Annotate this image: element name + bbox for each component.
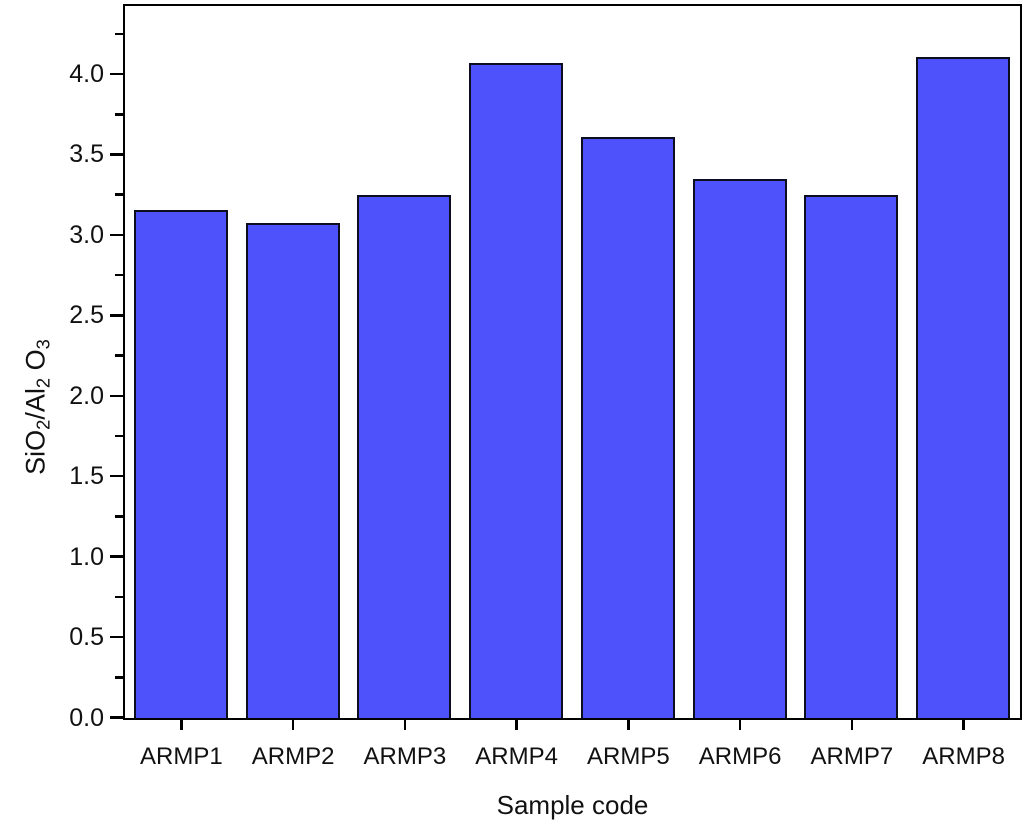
y-major-tick: [110, 72, 123, 76]
y-major-tick: [110, 716, 123, 719]
y-major-tick: [110, 394, 123, 398]
x-tick-label-ARMP3: ARMP3: [363, 743, 447, 770]
x-tick-label-ARMP2: ARMP2: [251, 743, 335, 770]
y-minor-tick: [115, 434, 123, 438]
bar-ARMP8: [916, 56, 1011, 718]
x-tick-label-ARMP4: ARMP4: [475, 743, 558, 770]
bar-ARMP7: [804, 195, 899, 718]
y-axis-title-text: /Al: [20, 388, 51, 420]
bar-ARMP1: [133, 209, 228, 718]
y-tick-label: 3.5: [69, 140, 104, 169]
y-minor-tick: [115, 273, 123, 277]
x-axis-title: Sample code: [496, 790, 649, 820]
bar-ARMP6: [692, 179, 787, 718]
y-axis-title-text: O: [20, 349, 51, 378]
y-tick-label: 1.5: [69, 462, 104, 491]
x-tick: [962, 720, 965, 730]
bar-ARMP2: [245, 222, 340, 718]
y-major-tick: [110, 314, 123, 317]
y-axis-title-text: SiO: [20, 429, 51, 475]
y-tick-label: 3.0: [69, 220, 104, 249]
y-major-tick: [110, 474, 123, 478]
x-tick-label-ARMP1: ARMP1: [140, 743, 223, 770]
x-tick: [291, 720, 295, 730]
y-major-tick: [110, 153, 123, 156]
y-major-tick: [110, 555, 123, 558]
x-tick: [850, 720, 854, 730]
x-tick-label-ARMP6: ARMP6: [698, 743, 782, 770]
y-axis-title-subscript: 3: [32, 339, 54, 350]
bar-ARMP5: [580, 137, 675, 718]
y-minor-tick: [115, 32, 123, 36]
y-axis-title-subscript: 2: [32, 419, 54, 430]
y-tick-label: 2.5: [69, 301, 104, 330]
x-tick-label-ARMP8: ARMP8: [922, 743, 1005, 770]
y-minor-tick: [115, 354, 123, 357]
x-tick: [738, 720, 742, 730]
y-tick-label: 4.0: [69, 60, 104, 89]
bar-ARMP4: [469, 63, 564, 718]
y-minor-tick: [115, 515, 123, 518]
y-minor-tick: [115, 193, 123, 196]
y-axis-title: SiO2/Al2 O3: [20, 339, 54, 475]
x-tick: [515, 720, 518, 730]
x-tick: [627, 720, 630, 730]
y-minor-tick: [115, 595, 123, 599]
y-tick-label: 0.5: [69, 623, 104, 652]
y-major-tick: [110, 233, 123, 237]
y-major-tick: [110, 635, 123, 639]
plot-area: [123, 4, 1022, 720]
y-tick-label: 0.0: [69, 703, 104, 732]
x-tick: [180, 720, 183, 730]
y-minor-tick: [115, 113, 123, 116]
x-tick-label-ARMP5: ARMP5: [587, 743, 670, 770]
y-tick-label: 1.0: [69, 542, 104, 571]
x-tick-label-ARMP7: ARMP7: [810, 743, 894, 770]
y-axis-title-subscript: 2: [32, 377, 54, 389]
x-tick: [403, 720, 407, 730]
y-minor-tick: [115, 676, 123, 679]
bar-ARMP3: [357, 195, 452, 718]
